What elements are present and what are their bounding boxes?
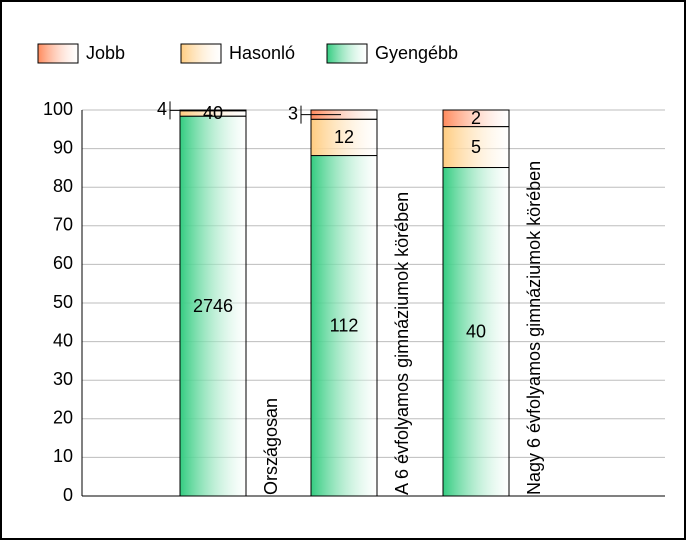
x-tick-label: Nagy 6 évfolyamos gimnáziumok körében	[524, 160, 544, 495]
legend-label: Hasonló	[229, 43, 295, 63]
y-tick-label: 0	[63, 485, 73, 505]
y-tick-label: 90	[53, 137, 73, 157]
y-tick-label: 20	[53, 408, 73, 428]
y-tick-label: 70	[53, 215, 73, 235]
data-label: 4	[157, 99, 167, 119]
x-tick-label: Országosan	[261, 397, 281, 495]
bar-segment	[442, 167, 510, 497]
legend-swatch	[326, 43, 368, 64]
legend-label: Gyengébb	[375, 43, 458, 63]
data-label: 2746	[193, 296, 233, 316]
y-tick-label: 10	[53, 446, 73, 466]
bar-segment	[442, 109, 510, 128]
y-tick-label: 40	[53, 330, 73, 350]
y-tick-label: 100	[43, 99, 73, 119]
legend-swatch	[37, 43, 79, 64]
data-label: 3	[288, 103, 298, 123]
y-tick-label: 30	[53, 369, 73, 389]
legend-label: Jobb	[86, 43, 125, 63]
bar-segment	[442, 126, 510, 169]
y-tick-label: 80	[53, 176, 73, 196]
data-label: 40	[203, 103, 223, 123]
bar-segment	[310, 118, 378, 157]
data-label: 40	[466, 322, 486, 342]
data-label: 112	[330, 316, 359, 336]
bar-segment	[179, 115, 247, 497]
x-tick-label: A 6 évfolyamos gimnáziumok körében	[392, 191, 412, 495]
y-tick-label: 50	[53, 292, 73, 312]
data-label: 2	[471, 108, 481, 128]
legend-swatch	[180, 43, 222, 64]
data-label: 5	[471, 137, 481, 157]
y-tick-label: 60	[53, 253, 73, 273]
data-label: 12	[334, 127, 354, 147]
bar-segment	[310, 155, 378, 497]
